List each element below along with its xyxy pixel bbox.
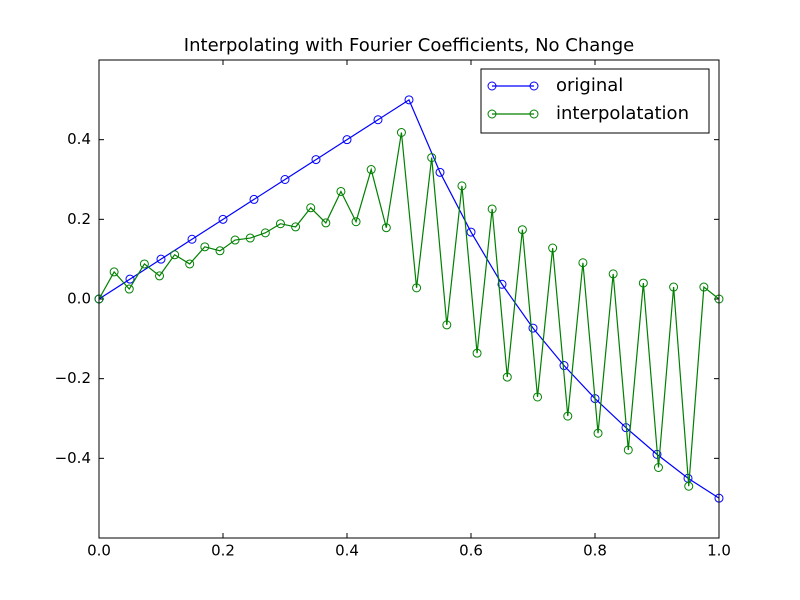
data-point	[187, 234, 197, 244]
data-point	[351, 217, 361, 227]
data-point	[155, 271, 165, 281]
data-point	[342, 135, 352, 145]
data-point	[653, 462, 663, 472]
data-point	[623, 445, 633, 455]
data-point	[215, 246, 225, 256]
data-point	[109, 267, 119, 277]
y-tick-label: −0.4	[55, 449, 91, 467]
data-point	[260, 228, 270, 238]
legend-label: interpolatation	[556, 103, 689, 124]
x-tick-label: 0.6	[459, 542, 483, 560]
data-point	[336, 186, 346, 196]
data-point	[487, 204, 497, 214]
data-point	[684, 481, 694, 491]
y-tick-label: 0.4	[67, 130, 91, 148]
y-tick-label: 0.2	[67, 210, 91, 228]
data-point	[669, 282, 679, 292]
x-tick-label: 0.8	[583, 542, 607, 560]
data-point	[497, 279, 507, 289]
data-point	[442, 320, 452, 330]
data-point	[321, 218, 331, 228]
data-point	[230, 235, 240, 245]
data-point	[396, 127, 406, 137]
data-point	[472, 348, 482, 358]
data-point	[245, 233, 255, 243]
data-point	[275, 219, 285, 229]
data-point	[563, 411, 573, 421]
data-point	[466, 227, 476, 237]
chart-title: Interpolating with Fourier Coefficients,…	[184, 35, 634, 56]
data-point	[608, 269, 618, 279]
x-tick-label: 0.4	[335, 542, 359, 560]
y-tick-label: 0.0	[67, 290, 91, 308]
data-point	[306, 203, 316, 213]
data-point	[404, 95, 414, 105]
data-point	[185, 259, 195, 269]
data-point	[533, 392, 543, 402]
data-point	[200, 242, 210, 252]
data-point	[578, 258, 588, 268]
data-point	[435, 167, 445, 177]
data-point	[156, 254, 166, 264]
data-point	[381, 223, 391, 233]
data-point	[125, 274, 135, 284]
data-point	[373, 115, 383, 125]
data-point	[124, 284, 134, 294]
data-point	[291, 222, 301, 232]
data-point	[517, 225, 527, 235]
data-point	[249, 194, 259, 204]
data-point	[311, 155, 321, 165]
series-line	[98, 98, 720, 499]
data-point	[170, 250, 180, 260]
data-point	[280, 175, 290, 184]
data-point	[638, 278, 648, 288]
plot-frame	[98, 59, 720, 539]
legend-marker	[529, 81, 539, 91]
data-point	[427, 153, 437, 163]
data-point	[502, 372, 512, 382]
legend-marker	[487, 81, 497, 91]
data-point	[412, 283, 422, 293]
legend-marker	[487, 109, 497, 119]
y-tick-label: −0.2	[55, 369, 91, 387]
x-tick-label: 0.0	[87, 542, 111, 560]
legend-label: original	[556, 75, 623, 96]
data-point	[139, 259, 149, 269]
data-point	[593, 428, 603, 438]
data-point	[366, 165, 376, 175]
x-tick-label: 0.2	[211, 542, 235, 560]
data-point	[548, 243, 558, 253]
legend-marker	[529, 109, 539, 119]
legend-box	[480, 68, 710, 134]
data-point	[218, 214, 228, 224]
data-point	[528, 323, 538, 333]
data-point	[699, 282, 709, 292]
x-tick-label: 1.0	[707, 542, 731, 560]
data-point	[457, 181, 467, 191]
